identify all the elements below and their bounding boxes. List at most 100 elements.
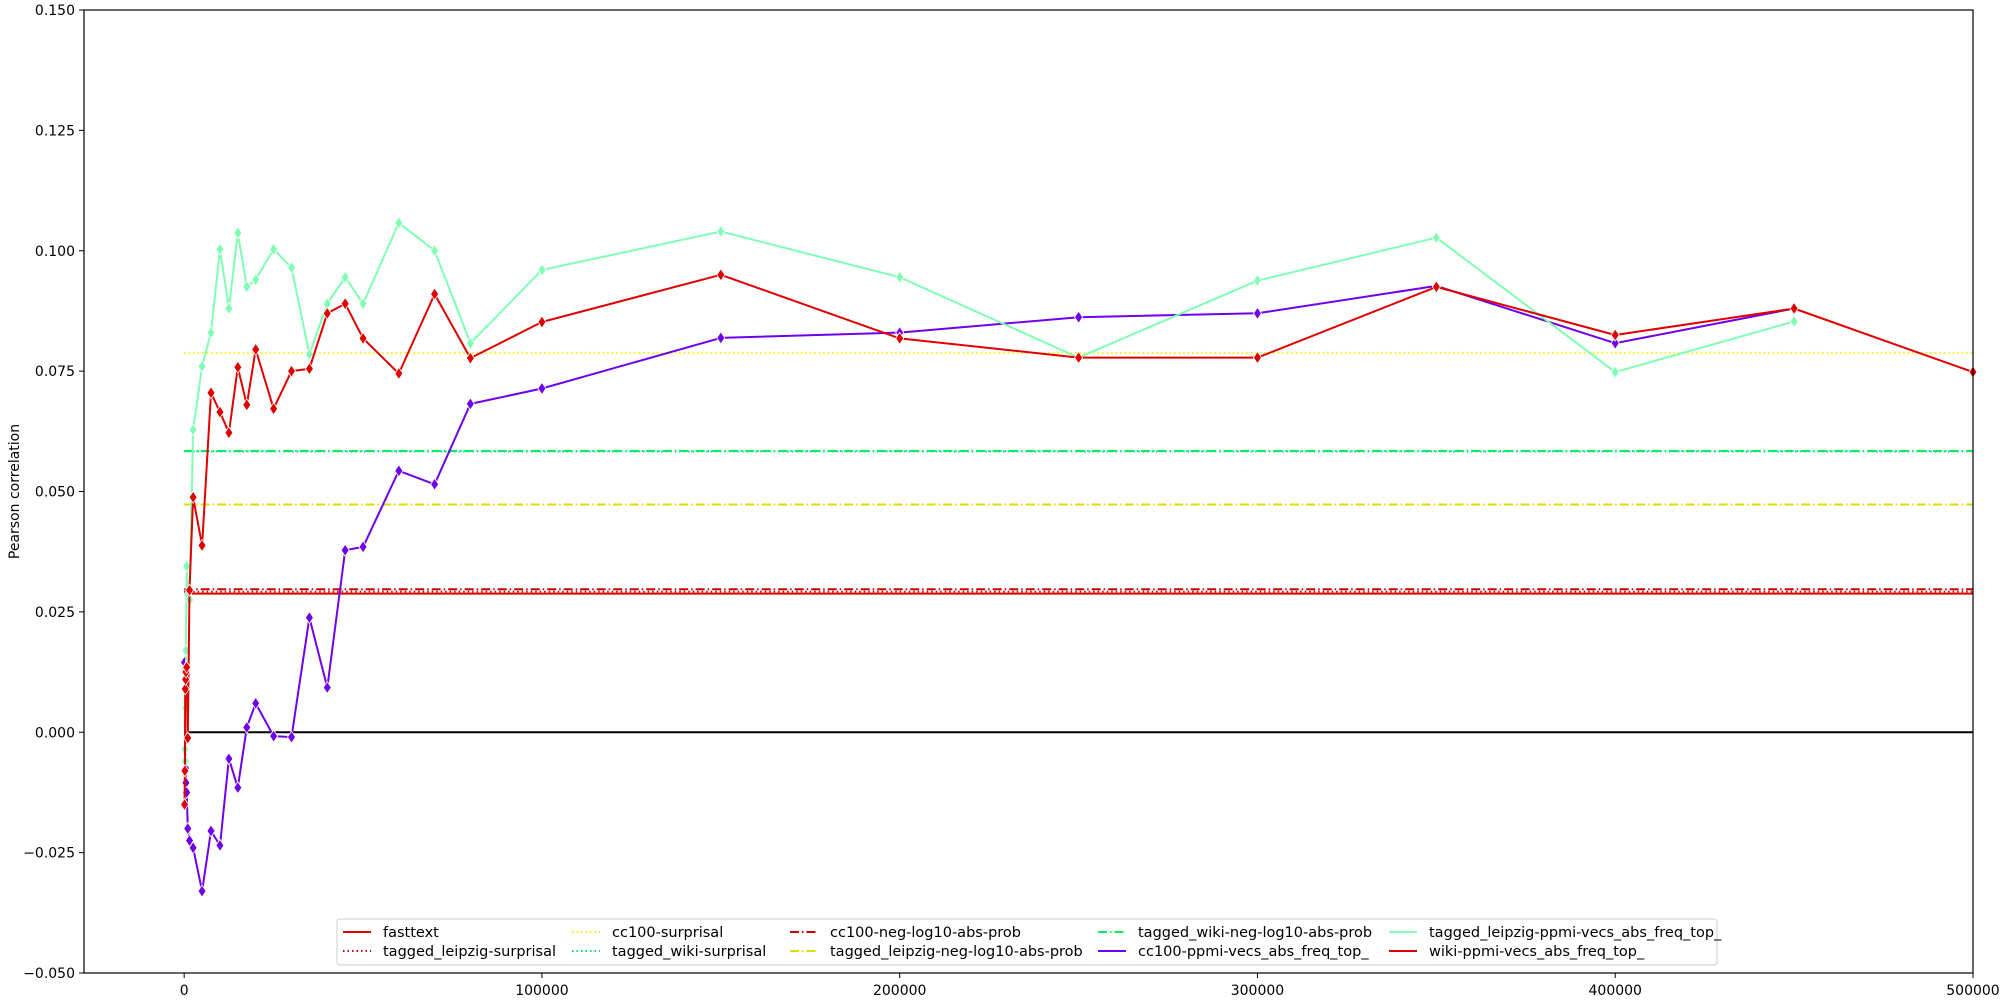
y-tick-label: 0.125 [35,123,75,139]
data-point [1431,280,1441,294]
data-point [183,821,193,836]
legend-item-tagged-leipzig-surprisal: tagged_leipzig-surprisal [343,944,556,960]
legend-label: wiki-ppmi-vecs_abs_freq_top_ [1429,944,1645,960]
data-point [224,752,234,766]
data-point [1252,350,1262,365]
data-point [1431,231,1441,245]
legend-label: cc100-ppmi-vecs_abs_freq_top_ [1138,944,1369,960]
data-point [430,244,440,258]
data-point [1074,310,1084,324]
data-point [269,401,279,416]
x-tick-label: 100000 [515,983,568,999]
data-point [537,263,547,277]
y-tick-label: −0.050 [23,966,75,982]
legend-item-tagged-wiki-surprisal: tagged_wiki-surprisal [572,944,766,960]
data-point [197,538,207,553]
x-tick-label: 0 [180,983,189,999]
y-axis-ticks: −0.050 −0.025 0.000 0.025 0.050 0.075 0.100 0.1… [23,3,84,982]
data-point [1789,314,1799,329]
legend-label: tagged_wiki-neg-log10-abs-prob [1138,925,1372,941]
series-line [183,273,1974,805]
data-point [716,331,726,345]
data-point [1610,336,1620,350]
y-axis-label: Pearson correlation [7,424,23,559]
x-tick-label: 200000 [873,983,926,999]
y-tick-label: 0.150 [35,3,75,19]
data-point [1610,365,1620,379]
data-point [206,325,216,340]
legend-item-tagged-wiki-neg-log10-abs-prob: tagged_wiki-neg-log10-abs-prob [1098,925,1372,941]
data-point [233,780,243,795]
data-point [242,398,252,412]
data-point [206,386,216,400]
data-point [215,405,225,419]
data-point [340,270,350,284]
data-point [394,464,404,478]
data-point [287,260,296,275]
legend-item-cc100-neg-log10-abs-prob: cc100-neg-log10-abs-prob [790,925,1021,941]
data-point [185,583,195,597]
x-axis-ticks: 0 100000 200000 300000 400000 500000 [180,973,2000,999]
data-point [1252,306,1262,321]
series-lines [180,216,1978,898]
data-point [1074,350,1084,365]
data-point [251,696,261,711]
y-tick-label: −0.025 [23,846,75,862]
data-point [182,559,192,573]
data-point [304,347,314,361]
data-point [1789,301,1799,316]
data-point [188,841,198,855]
legend-label: tagged_wiki-surprisal [612,944,766,960]
legend-label: fasttext [383,925,439,941]
data-point [358,331,368,346]
data-point [197,884,207,898]
data-point [180,682,190,696]
data-point [1610,328,1620,342]
x-tick-label: 400000 [1589,983,1642,999]
data-point [304,610,314,625]
data-point [242,720,252,735]
legend-item-tagged-leipzig-neg-log10-abs-prob: tagged_leipzig-neg-log10-abs-prob [790,944,1083,960]
data-point [340,543,350,557]
legend-item-tagged-leipzig-ppmi-vecs-abs-freq-top: tagged_leipzig-ppmi-vecs_abs_freq_top_ [1389,925,1722,941]
data-point [242,280,252,294]
data-point [180,764,190,778]
y-tick-label: 0.025 [35,605,75,621]
data-point [430,287,440,301]
y-tick-label: 0.075 [35,364,75,380]
legend-box [336,918,1718,966]
legend-item-fasttext: fasttext [343,925,439,941]
data-point [537,381,547,396]
legend-label: tagged_leipzig-surprisal [383,944,556,960]
data-point [465,397,475,411]
baseline-lines [184,351,1973,595]
x-tick-label: 300000 [1231,983,1284,999]
data-point [716,224,726,239]
data-point [215,242,225,257]
x-tick-label: 500000 [1946,983,1999,999]
legend-item-cc100-ppmi-vecs-abs-freq-top: cc100-ppmi-vecs_abs_freq_top_ [1098,944,1369,960]
data-point [465,336,475,350]
data-point [251,342,261,357]
data-point [183,731,193,745]
legend-label: cc100-surprisal [612,925,723,941]
data-point [224,426,234,440]
data-point [394,366,404,381]
y-tick-label: 0.100 [35,244,75,260]
data-point [233,226,243,240]
data-point [269,729,279,743]
data-point [394,216,404,230]
data-point [269,242,279,257]
data-point [206,824,216,838]
data-point [224,301,234,316]
legend: fasttext tagged_leipzig-surprisal cc100-su… [336,918,1722,966]
data-point [322,306,332,321]
data-point [304,361,314,376]
data-point [716,268,726,282]
data-point [215,838,225,853]
data-point [537,315,547,329]
data-point [251,272,261,287]
data-point [465,351,475,365]
data-point [287,730,296,744]
